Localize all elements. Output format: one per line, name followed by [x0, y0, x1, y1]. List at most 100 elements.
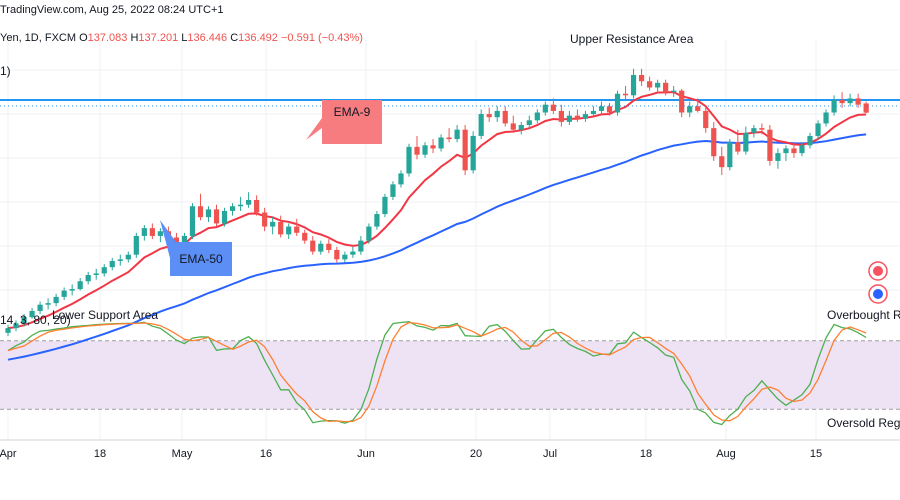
candle-44 — [358, 240, 364, 252]
candle-16 — [133, 235, 139, 255]
candle-57 — [462, 129, 468, 171]
event-marker-dot-1 — [873, 289, 883, 299]
chart-source: TradingView.com, Aug 25, 2022 08:24 UTC+… — [0, 4, 224, 16]
candle-99 — [799, 145, 805, 154]
open-value: 137.083 — [87, 32, 128, 44]
candle-94 — [759, 128, 765, 130]
candle-80 — [647, 81, 653, 88]
candle-98 — [791, 148, 797, 154]
x-tick-label: Apr — [0, 448, 17, 460]
candle-64 — [518, 125, 524, 130]
candle-53 — [430, 145, 436, 149]
candle-27 — [221, 210, 228, 224]
stoch-d-line — [7, 321, 867, 423]
candle-9 — [77, 281, 83, 290]
candle-5 — [45, 303, 51, 305]
candle-97 — [783, 148, 789, 154]
candle-21 — [173, 237, 180, 246]
candle-29 — [237, 204, 244, 207]
candle-106 — [855, 98, 861, 105]
candle-48 — [390, 184, 396, 197]
x-tick-label: 15 — [809, 448, 823, 460]
candle-101 — [815, 123, 821, 136]
candle-83 — [671, 90, 677, 93]
upper-resistance-label: Upper Resistance Area — [570, 32, 694, 46]
x-tick-label: May — [171, 448, 193, 460]
candle-107 — [863, 103, 869, 113]
candle-63 — [510, 123, 516, 130]
candle-4 — [37, 304, 43, 311]
close-label: C — [230, 32, 239, 44]
candle-58 — [470, 135, 476, 171]
candle-91 — [735, 142, 741, 152]
candle-86 — [695, 106, 701, 111]
candle-14 — [117, 259, 123, 261]
candle-35 — [286, 226, 292, 235]
candle-13 — [109, 260, 115, 268]
x-tick-label: Jun — [357, 448, 375, 460]
candle-100 — [807, 135, 813, 146]
candle-69 — [558, 110, 564, 122]
candle-96 — [775, 153, 781, 161]
low-label: L — [181, 32, 188, 44]
candle-1 — [13, 323, 19, 329]
candle-81 — [655, 82, 661, 88]
candle-82 — [663, 82, 669, 93]
candle-51 — [414, 146, 420, 155]
candle-56 — [454, 129, 460, 140]
candle-95 — [767, 129, 773, 161]
ohlc-legend: Yen, 1D, FXCM O137.083 H137.201 L136.446… — [0, 32, 363, 44]
candle-36 — [294, 226, 300, 233]
candle-24 — [197, 206, 204, 218]
candle-60 — [486, 114, 492, 118]
candle-11 — [93, 273, 99, 275]
candle-37 — [302, 232, 308, 241]
candle-54 — [438, 137, 444, 149]
candle-49 — [398, 173, 404, 185]
candle-52 — [422, 145, 428, 155]
candle-66 — [534, 112, 540, 121]
candle-92 — [743, 132, 749, 152]
ema50-callout-label: EMA-50 — [179, 252, 223, 266]
x-tick-label: 18 — [93, 448, 107, 460]
candle-104 — [839, 100, 845, 104]
candle-105 — [847, 98, 853, 104]
chart-source-line: TradingView.com, Aug 25, 2022 08:24 UTC+… — [0, 4, 224, 16]
candle-34 — [278, 221, 284, 235]
x-tick-label: 16 — [259, 448, 273, 460]
candle-43 — [350, 251, 356, 255]
candle-84 — [679, 90, 685, 113]
candle-74 — [598, 106, 605, 111]
candle-88 — [711, 128, 717, 157]
candle-87 — [703, 110, 709, 129]
candle-45 — [366, 226, 372, 241]
ema50-callout: EMA-50 — [170, 242, 232, 276]
candle-62 — [502, 110, 508, 124]
ema9-callout-shape — [306, 100, 382, 144]
candle-42 — [342, 254, 348, 260]
candle-18 — [149, 228, 155, 236]
candle-89 — [719, 156, 725, 168]
event-marker-dot-0 — [873, 266, 883, 276]
candle-17 — [141, 228, 147, 236]
candle-15 — [125, 254, 131, 260]
high-label: H — [130, 32, 139, 44]
candle-90 — [727, 142, 733, 168]
candle-8 — [69, 289, 75, 291]
candle-67 — [542, 104, 548, 113]
change-value: −0.591 (−0.43%) — [280, 32, 363, 44]
candle-22 — [181, 235, 188, 246]
candle-25 — [205, 209, 212, 218]
low-value: 136.446 — [187, 32, 228, 44]
candle-59 — [478, 114, 484, 136]
candle-71 — [574, 115, 581, 119]
close-value: 136.492 — [238, 32, 278, 44]
candle-2 — [21, 317, 27, 324]
x-tick-label: Aug — [716, 448, 736, 460]
candle-78 — [630, 75, 637, 96]
candle-103 — [831, 100, 837, 113]
indicator-hint: 1) — [0, 64, 11, 78]
candle-6 — [53, 296, 59, 304]
candle-31 — [254, 200, 260, 213]
